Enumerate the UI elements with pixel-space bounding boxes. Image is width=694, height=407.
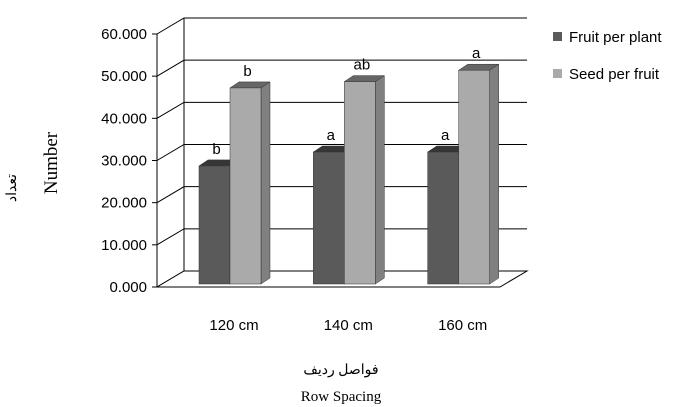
x-category-labels: 120 cm 140 cm 160 cm xyxy=(209,317,487,334)
x-category-label: 120 cm xyxy=(209,317,258,334)
gridlines xyxy=(152,17,527,288)
bars xyxy=(198,63,500,285)
significance-letter: a xyxy=(327,127,336,144)
y-tick-label: 30.000 xyxy=(101,153,147,170)
y-tick-label: 10.000 xyxy=(101,237,147,254)
y-axis-title-alt: تعداد xyxy=(5,174,20,202)
y-tick-label: 50.000 xyxy=(101,68,147,85)
bar-side xyxy=(489,63,499,285)
gridline xyxy=(156,101,527,119)
significance-letter: a xyxy=(441,127,450,144)
gridline xyxy=(156,59,527,77)
gridline xyxy=(156,144,527,161)
legend-swatch xyxy=(553,69,562,78)
legend-label: Fruit per plant xyxy=(569,29,662,46)
gridline xyxy=(156,17,527,35)
significance-letter: b xyxy=(243,63,251,80)
y-tick-label: 0.000 xyxy=(109,279,147,296)
significance-letter: a xyxy=(472,45,481,62)
bar xyxy=(458,69,490,285)
bar xyxy=(198,165,231,285)
bar xyxy=(229,87,262,285)
significance-letter: b xyxy=(212,141,220,158)
gridline xyxy=(156,186,527,204)
y-axis-title: Number xyxy=(41,131,62,194)
bar xyxy=(427,151,459,285)
y-tick-label: 40.000 xyxy=(101,110,147,127)
legend: Fruit per plant Seed per fruit xyxy=(553,29,662,83)
gridline xyxy=(156,228,527,246)
x-category-label: 140 cm xyxy=(324,317,373,334)
bar-side xyxy=(375,75,385,285)
legend-swatch xyxy=(553,32,562,41)
y-tick-labels: 0.000 10.000 20.000 30.000 40.000 50.000 60.00… xyxy=(101,26,147,296)
significance-letters: b b a ab a a xyxy=(212,45,481,158)
y-tick-label: 20.000 xyxy=(101,195,147,212)
legend-label: Seed per fruit xyxy=(569,66,660,83)
bar xyxy=(344,81,376,285)
x-category-label: 160 cm xyxy=(438,317,487,334)
y-tick-label: 60.000 xyxy=(101,26,147,43)
bar xyxy=(313,151,345,285)
bar-side xyxy=(260,81,271,285)
x-axis-title-alt: فواصل رديف xyxy=(303,363,378,378)
x-axis-title: Row Spacing xyxy=(301,389,382,405)
significance-letter: ab xyxy=(353,57,370,74)
